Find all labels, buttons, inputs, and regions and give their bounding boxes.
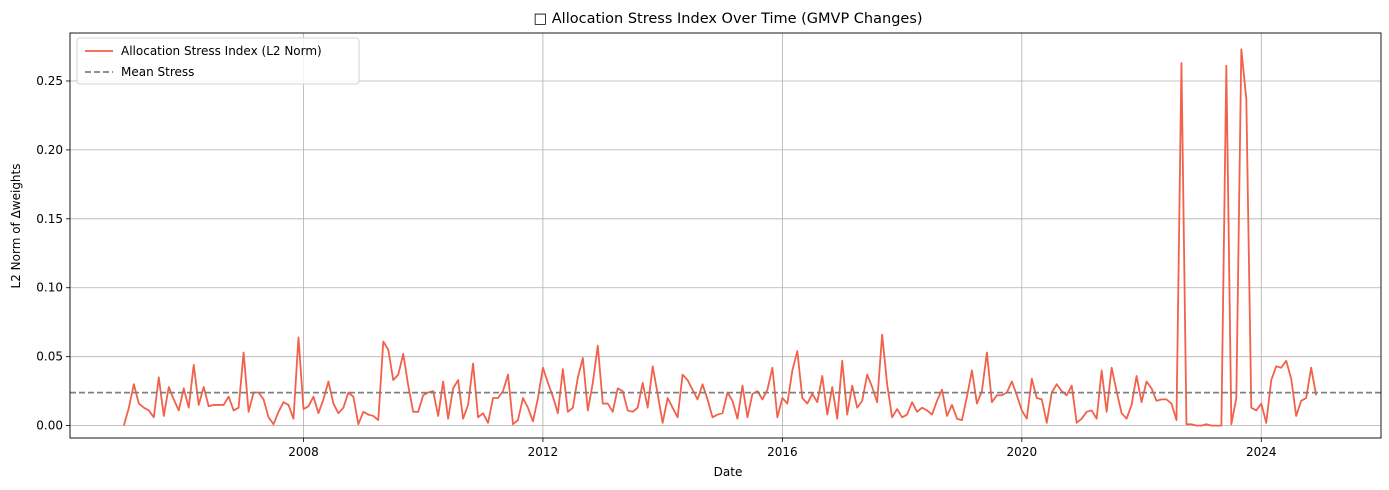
x-tick-label: 2024: [1246, 445, 1277, 459]
series-layer: [70, 48, 1381, 427]
chart-title: □ Allocation Stress Index Over Time (GMV…: [533, 11, 922, 27]
legend-label-mean-stress: Mean Stress: [121, 65, 194, 79]
y-tick-label: 0.20: [36, 143, 63, 157]
y-tick-label: 0.00: [36, 419, 63, 433]
y-tick-label: 0.10: [36, 281, 63, 295]
x-tick-label: 2016: [767, 445, 798, 459]
x-tick-label: 2008: [288, 445, 319, 459]
stress-index-line: [123, 48, 1318, 427]
x-tick-label: 2012: [528, 445, 559, 459]
legend-label-stress-index: Allocation Stress Index (L2 Norm): [121, 44, 322, 58]
y-tick-label: 0.15: [36, 212, 63, 226]
x-axis-title: Date: [714, 465, 743, 479]
y-tick-label: 0.05: [36, 350, 63, 364]
y-tick-label: 0.25: [36, 74, 63, 88]
plot-frame: [69, 32, 1382, 439]
y-axis-title: L2 Norm of Δweights: [9, 164, 23, 289]
axes: [69, 32, 1382, 439]
legend: Allocation Stress Index (L2 Norm) Mean S…: [76, 37, 360, 85]
tick-labels: 2008 2012 2016 2020 2024 0.00 0.05 0.10 0.15 0.20…: [36, 74, 1276, 459]
legend-box: [76, 37, 360, 85]
x-tick-label: 2020: [1007, 445, 1038, 459]
